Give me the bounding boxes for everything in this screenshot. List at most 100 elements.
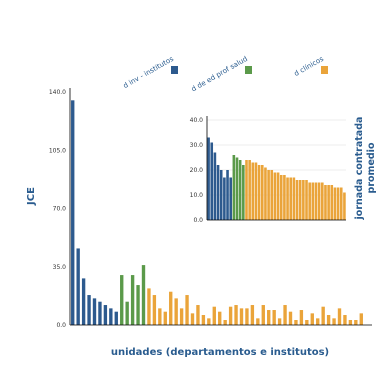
bar — [264, 167, 267, 220]
bar — [185, 295, 189, 325]
bar — [232, 155, 236, 220]
bar — [81, 278, 86, 325]
bar — [321, 306, 325, 325]
bar — [333, 187, 337, 220]
bar — [354, 320, 358, 325]
bar — [239, 308, 244, 325]
bar — [348, 320, 353, 325]
bar — [163, 311, 167, 325]
bar — [343, 315, 347, 325]
bar — [299, 310, 304, 325]
bar — [210, 142, 214, 220]
bar — [314, 182, 318, 220]
y-tick-label: 30.0 — [190, 142, 204, 149]
legend-swatch — [321, 66, 328, 74]
bar — [152, 295, 157, 325]
legend-label: d de ed prof salud — [190, 55, 249, 94]
bar — [223, 320, 227, 325]
bar — [235, 157, 239, 220]
x-axis-title: unidades (departamentos e institutos) — [111, 347, 329, 358]
bar — [251, 162, 255, 220]
bar — [295, 180, 299, 220]
bar — [120, 275, 124, 325]
bar — [270, 170, 274, 220]
bar — [279, 175, 283, 220]
bar — [212, 306, 216, 325]
bar — [257, 165, 261, 220]
bar — [337, 308, 342, 325]
bar — [336, 187, 340, 220]
bar — [248, 160, 251, 220]
bar — [238, 160, 242, 220]
bar — [277, 318, 282, 325]
bar — [213, 152, 217, 220]
y-axis-title: JCE — [26, 187, 37, 206]
bar — [254, 162, 258, 220]
bar — [283, 305, 287, 325]
bar — [292, 177, 296, 220]
bar — [190, 313, 195, 325]
bar — [288, 311, 293, 325]
inset-title-line: promedio — [366, 142, 377, 193]
bar — [114, 311, 118, 325]
bar — [332, 318, 336, 325]
y-tick-label: 105.0 — [49, 147, 66, 154]
bar — [276, 172, 280, 220]
bar — [98, 301, 102, 325]
bar — [158, 308, 162, 325]
y-tick-label: 0.0 — [193, 217, 203, 224]
main-chart: 0.0 35.0 70.0 105.0 140.0 JCE unidades (depart… — [26, 88, 372, 358]
bar — [327, 185, 330, 220]
y-tick-label: 70.0 — [53, 206, 67, 213]
bar — [326, 315, 331, 325]
bar — [359, 313, 363, 325]
legend-label: d clínicos — [293, 55, 326, 78]
bar — [226, 170, 229, 220]
bar — [302, 180, 305, 220]
bar — [272, 310, 276, 325]
bar — [261, 305, 265, 325]
bar — [147, 288, 151, 325]
inset-title-line: jornada contratada — [354, 117, 365, 221]
bar — [71, 100, 75, 325]
bar — [201, 315, 206, 325]
legend-swatch — [245, 66, 252, 74]
bar — [298, 180, 302, 220]
bar — [76, 248, 80, 325]
bar — [273, 172, 277, 220]
bar — [136, 285, 140, 325]
bar — [169, 291, 173, 325]
bar — [223, 177, 226, 220]
y-tick-label: 35.0 — [53, 264, 67, 271]
bar — [130, 275, 135, 325]
bar — [311, 182, 315, 220]
y-tick-label: 40.0 — [190, 117, 204, 124]
bar — [339, 187, 343, 220]
bar — [141, 265, 146, 325]
y-tick-label: 0.0 — [56, 322, 66, 329]
bar — [245, 308, 249, 325]
bar — [109, 308, 113, 325]
bar — [321, 182, 324, 220]
legend-label: d inv - institutos — [122, 55, 175, 90]
y-tick-label: 140.0 — [49, 89, 66, 96]
bar — [256, 318, 260, 325]
bar — [305, 320, 309, 325]
bar — [219, 170, 223, 220]
bar — [87, 295, 91, 325]
bar — [343, 192, 346, 220]
bar — [267, 310, 271, 325]
bar — [260, 165, 264, 220]
bar — [207, 137, 210, 220]
bar — [286, 177, 289, 220]
bar — [196, 305, 200, 325]
bar — [174, 298, 178, 325]
bar — [250, 305, 255, 325]
bar — [207, 318, 211, 325]
bar — [228, 306, 233, 325]
bar — [92, 298, 97, 325]
bar — [308, 182, 311, 220]
bar — [310, 313, 314, 325]
